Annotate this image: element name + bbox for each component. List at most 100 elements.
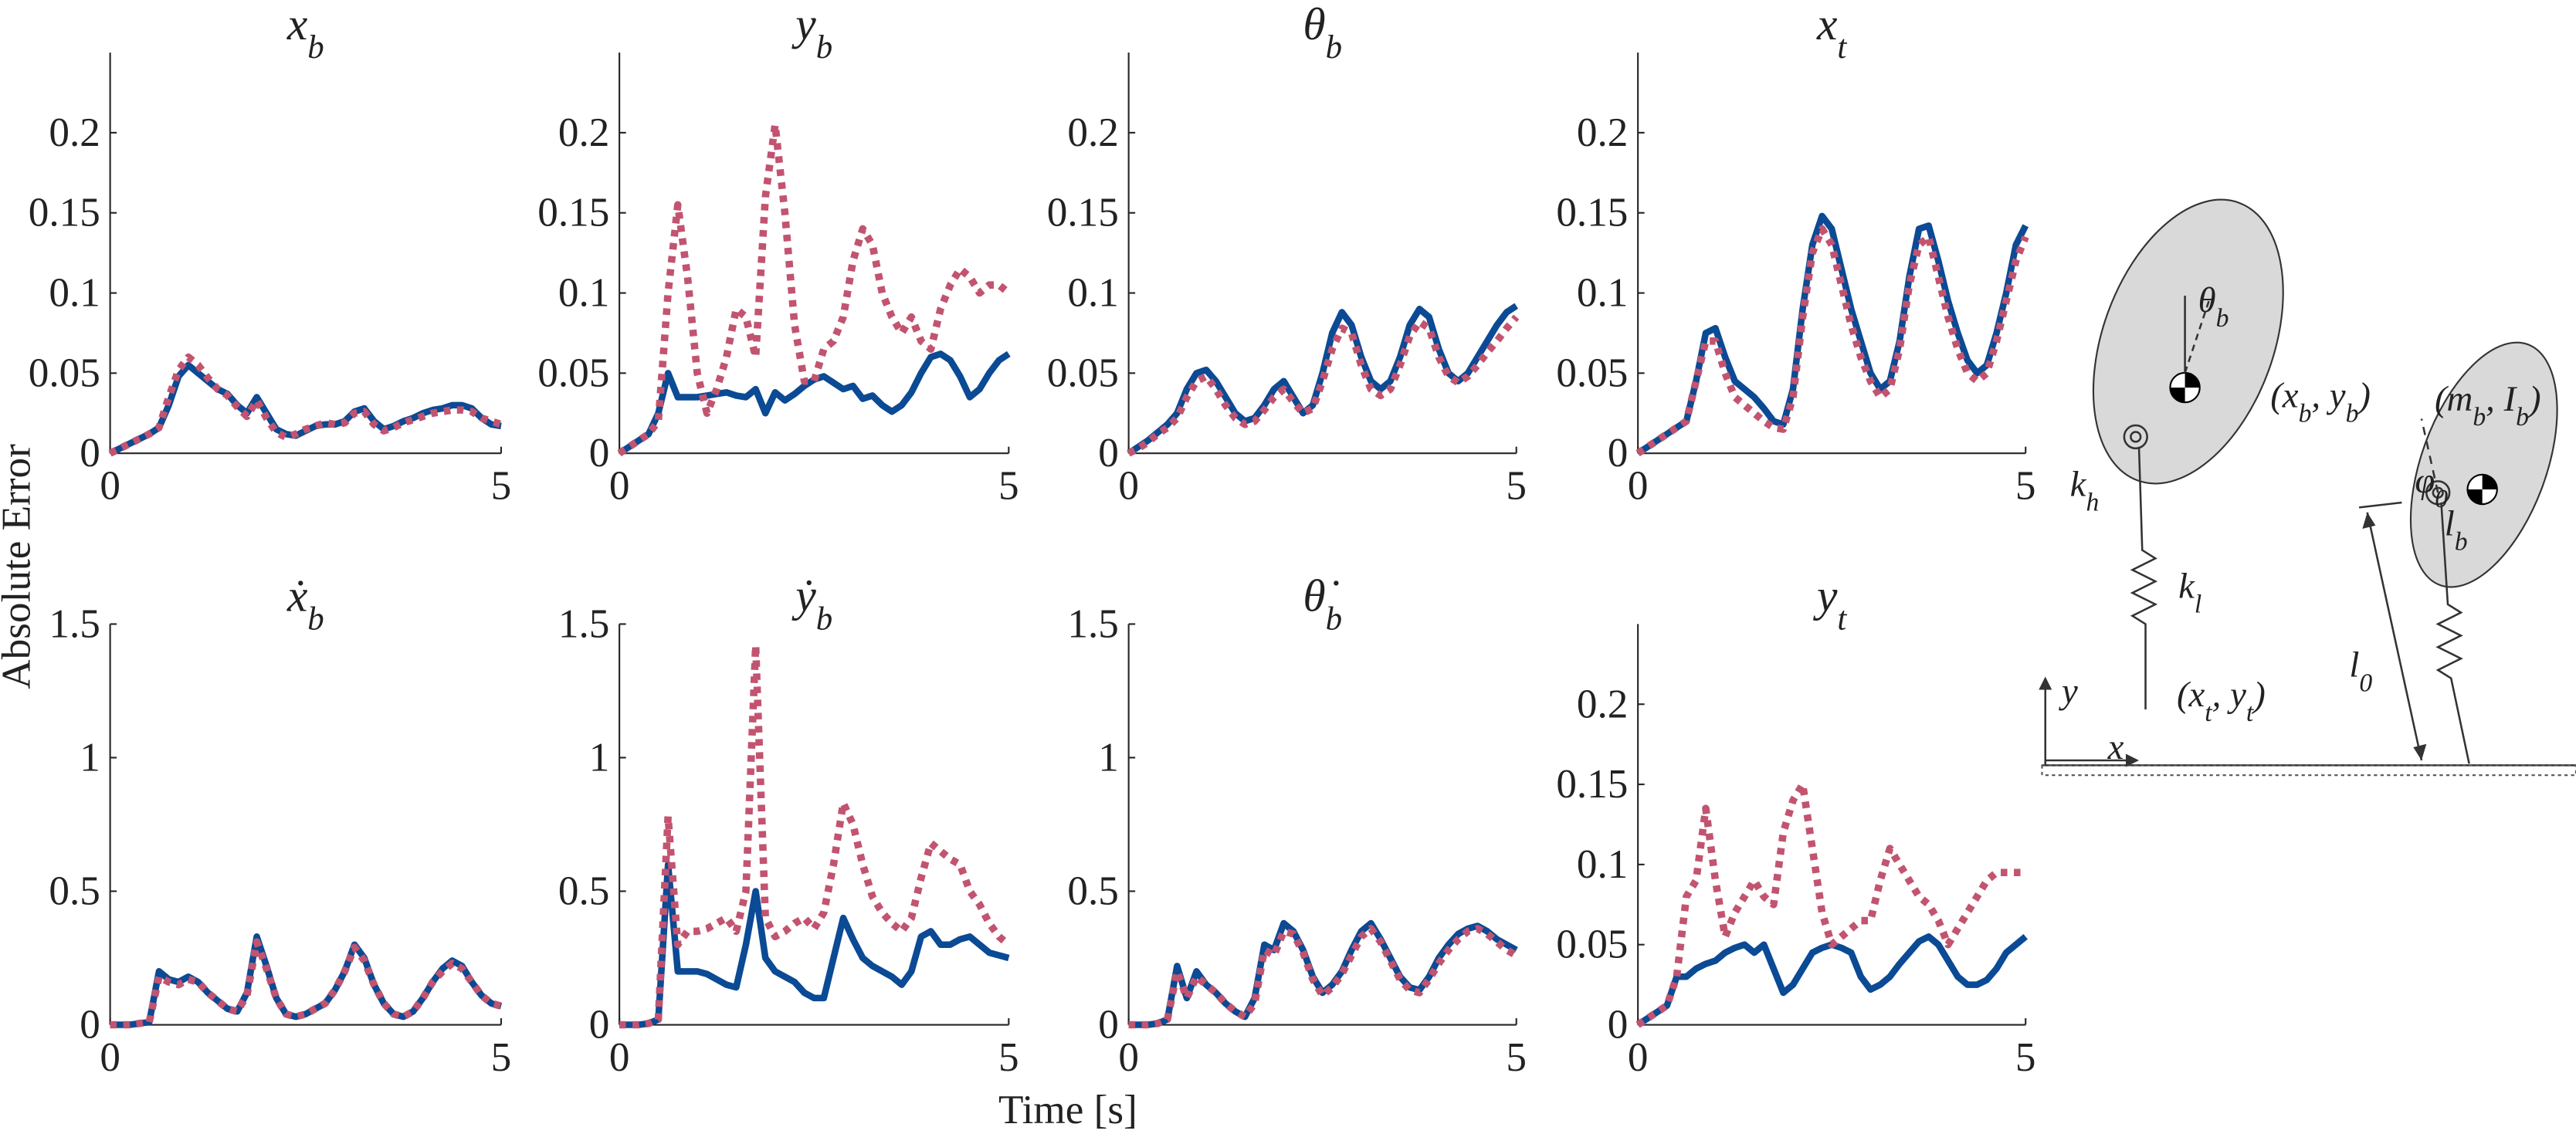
data-line	[619, 861, 1010, 1028]
subplot-title: ẏb	[791, 570, 832, 637]
y-tick-label: 0	[589, 430, 610, 476]
x-axis-label: Time [s]	[998, 1087, 1137, 1132]
y-arrowhead	[2039, 676, 2052, 690]
y-tick-label: 1	[80, 734, 100, 780]
y-tick-label: 0.1	[1577, 841, 1628, 887]
subplot: xb 0 0.05 0.1 0.15 0.2 0 5	[29, 0, 511, 509]
y-tick-label: 0.15	[1556, 761, 1628, 807]
data-line	[617, 350, 1011, 456]
math-part: y	[791, 0, 816, 49]
y-tick-label: 0.1	[1067, 270, 1118, 316]
diagram-label: kh	[2070, 464, 2100, 516]
x-tick-label: 5	[1506, 1034, 1527, 1080]
x-tick-label: 0	[609, 1034, 630, 1080]
subscript: t	[2205, 698, 2213, 726]
y-tick-label: 0	[589, 1002, 610, 1048]
data-line	[108, 353, 503, 457]
math-part: ẋ	[286, 570, 308, 621]
subscript: b	[1326, 601, 1342, 637]
subscript: b	[816, 601, 832, 637]
subscript: b	[2216, 304, 2229, 333]
y-tick-label: 0.05	[1047, 350, 1119, 395]
subscript: h	[2086, 488, 2099, 516]
data-line	[1127, 314, 1520, 457]
y-tick-label: 0.1	[49, 270, 100, 316]
data-line	[619, 641, 1012, 1029]
subplot: θb 0 0.05 0.1 0.15 0.2 0 5	[1047, 0, 1527, 509]
data-line	[1635, 933, 2028, 1028]
math-part: x	[286, 0, 307, 49]
y-axis-label: Absolute Error	[0, 444, 39, 689]
mass-symbol-fill	[2170, 372, 2200, 403]
data-line	[1635, 212, 2029, 456]
math-part: l	[2349, 645, 2359, 685]
y-tick-label: 0	[1608, 1002, 1629, 1048]
data-line	[110, 933, 503, 1028]
math-part: )	[2527, 379, 2541, 419]
math-part: (m	[2435, 379, 2473, 419]
theta-line	[2184, 298, 2211, 374]
math-part: l	[2445, 504, 2455, 544]
y-tick-label: 0.05	[537, 350, 609, 395]
subplot: ẏb 0 0.5 1 1.5 0 5	[558, 570, 1019, 1080]
y-tick-label: 1.5	[558, 601, 609, 646]
diagram-label: y	[2059, 672, 2078, 712]
y-tick-label: 0	[80, 430, 100, 476]
subscript: t	[1837, 601, 1847, 637]
leg-spring-2	[2435, 502, 2470, 764]
diagram-label: l0	[2349, 645, 2372, 698]
subplot-title: yt	[1813, 570, 1847, 637]
math-part: (x	[2177, 675, 2205, 715]
subplot-title: yb	[791, 0, 832, 66]
phi-ref	[2420, 418, 2439, 493]
y-tick-label: 0.15	[537, 190, 609, 235]
x-tick-label: 5	[998, 463, 1019, 509]
body-ellipse-2	[2409, 341, 2558, 588]
subplot: θ̇b 0 0.5 1 1.5 0 5	[1067, 570, 1527, 1080]
hip-joint	[2130, 431, 2142, 443]
x-arrowhead	[2125, 753, 2140, 767]
hip-spring-2	[2425, 480, 2451, 506]
subscript: b	[816, 29, 832, 66]
diagram-label: (xb, yb)	[2270, 376, 2371, 428]
subscript: l	[2195, 590, 2201, 618]
y-tick-label: 1.5	[49, 601, 100, 646]
subscript: b	[307, 29, 324, 66]
math-part: y	[2059, 672, 2078, 712]
y-tick-label: 0.15	[1047, 190, 1119, 235]
hip-joint-2	[2432, 486, 2444, 499]
diagram	[2039, 198, 2576, 777]
leg-spring	[2130, 446, 2158, 710]
math-part: ẏ	[791, 570, 816, 621]
y-tick-label: 0.5	[1067, 868, 1118, 914]
x-tick-label: 5	[491, 1034, 512, 1080]
body-ellipse	[2092, 198, 2284, 485]
x-tick-label: 0	[100, 463, 120, 509]
diagram-label: kl	[2178, 566, 2201, 618]
y-tick-label: 0.2	[1067, 110, 1118, 155]
y-tick-label: 0.05	[1556, 350, 1628, 395]
subscript: b	[2455, 527, 2468, 556]
y-tick-label: 0.15	[1556, 190, 1628, 235]
subscript: t	[2246, 698, 2255, 726]
math-part: )	[2251, 675, 2266, 715]
math-part: k	[2070, 464, 2087, 504]
math-part: , I	[2486, 379, 2517, 419]
subscript: b	[2516, 402, 2529, 431]
y-tick-label: 0.2	[49, 110, 100, 155]
x-tick-label: 0	[1628, 463, 1649, 509]
subplot: yb 0 0.05 0.1 0.15 0.2 0 5	[537, 0, 1019, 509]
data-line	[1635, 225, 2029, 457]
y-tick-label: 0.2	[558, 110, 609, 155]
y-tick-label: 1.5	[1067, 601, 1118, 646]
data-line	[108, 361, 502, 456]
math-part: x	[1816, 0, 1837, 49]
x-tick-label: 0	[1628, 1034, 1649, 1080]
y-tick-label: 0	[80, 1002, 100, 1048]
math-part: , y	[2212, 675, 2246, 715]
y-tick-label: 0.05	[1556, 922, 1628, 967]
subplot-title: xt	[1816, 0, 1847, 66]
diagram-label: x	[2107, 727, 2124, 767]
